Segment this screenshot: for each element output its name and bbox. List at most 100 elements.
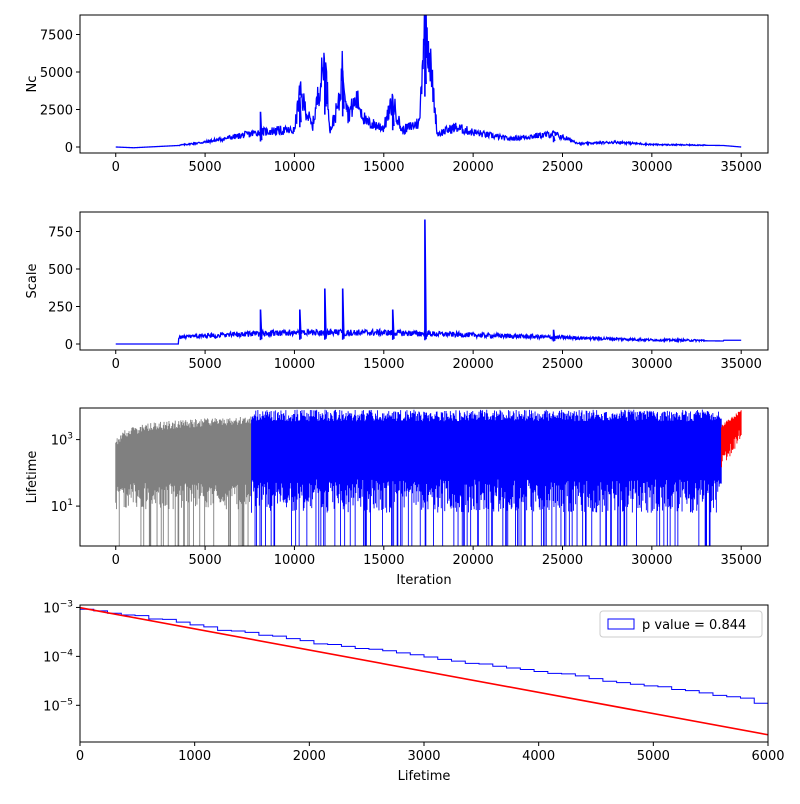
y-tick-label: 2500 [40,104,73,119]
y-tick-label: 750 [48,226,73,241]
tick-exponent: 3 [67,432,73,442]
histogram-bin [163,619,177,742]
y-tick-label: 500 [48,263,73,278]
histogram-bin [548,673,562,742]
x-tick-label: 10000 [274,160,315,175]
histogram-bin [424,657,438,742]
series-peak [341,288,345,340]
histogram-bin [273,636,287,742]
series-peak [259,111,263,142]
histogram-bin [121,615,135,742]
plot-area-4 [80,606,800,742]
tick-base: 10 [43,601,60,616]
plot-area-2 [115,219,742,345]
tick-exponent: −3 [60,599,73,609]
series-peak [324,65,327,115]
x-tick-label: 35000 [721,553,762,568]
legend-box [599,610,763,638]
fit-line [80,606,768,736]
x-tick-label: 30000 [631,553,672,568]
histogram-bin [672,690,686,742]
x-tick-label: 25000 [542,553,583,568]
x-tick-label: 6000 [751,749,784,764]
x-tick-label: 3000 [407,749,440,764]
y-tick-label: 0 [65,141,73,156]
histogram-bin [452,661,466,742]
histogram-bin [589,679,603,742]
series-peak [552,329,556,342]
legend: p value = 0.844 [599,610,763,638]
histogram-bin [218,630,232,742]
tick-base: 10 [51,434,68,449]
plot-area-3 [115,409,742,546]
x-axis-label: Lifetime [398,769,451,784]
histogram-bin [575,676,589,742]
histogram-bin [300,641,314,742]
y-tick-label: 10−4 [43,648,73,665]
tick-exponent: −4 [60,648,74,658]
series-peak [552,135,556,143]
subplot-3: 0 5000 10000 15000 20000 25000 30000 3500010110… [25,407,769,588]
tick-base: 10 [43,650,60,665]
x-tick-label: 20000 [452,357,493,372]
series-peak [299,309,302,340]
y-tick-label: 101 [51,498,73,515]
y-axis-label: Lifetime [25,451,40,504]
x-tick-label: 15000 [363,160,404,175]
subplot-1: 0 5000 10000 15000 20000 25000 30000 35000 0 2500… [25,14,769,175]
y-axis-label: Nc [25,76,40,93]
legend-label: p value = 0.844 [642,618,746,633]
x-tick-label: 4000 [522,749,555,764]
y-tick-label: 7500 [40,29,73,44]
x-tick-label: 10000 [274,553,315,568]
series-peak [299,97,302,128]
series-peak [341,70,345,117]
histogram-bin [286,639,300,742]
series-line [115,15,742,149]
histogram-bin [341,646,355,742]
subplot-4: 0 1000 2000 3000 4000 5000 600010−510−410−3Lif… [43,599,800,784]
histogram-bin [328,644,342,742]
series-peak [424,20,427,97]
x-tick-label: 0 [112,553,120,568]
histogram-bin [768,701,782,742]
histogram-steps [80,608,768,742]
x-tick-label: 2000 [293,749,326,764]
y-tick-label: 10−5 [43,697,73,714]
histogram-bin [727,697,741,742]
series-peak [424,219,427,341]
histogram-bin [176,622,190,742]
y-tick-label: 250 [48,301,73,316]
histogram-bin [617,683,631,742]
x-tick-label: 0 [112,357,120,372]
histogram-bin [685,691,699,742]
tick-base: 10 [51,500,68,515]
x-tick-label: 10000 [274,357,315,372]
histogram-bin [562,674,576,742]
histogram-bin [796,708,800,742]
x-tick-label: 20000 [452,553,493,568]
histogram-bin [259,635,273,742]
histogram-bin [108,613,122,742]
x-tick-label: 5000 [637,749,670,764]
histogram-bin [507,668,521,742]
axes-frame [79,604,769,743]
x-tick-label: 35000 [721,160,762,175]
x-tick-label: 5000 [189,357,222,372]
axes-frame [79,407,769,547]
x-tick-label: 0 [76,749,84,764]
plot-area-1 [115,15,742,149]
y-tick-label: 0 [65,338,73,353]
series-trace-1 [115,416,252,546]
x-axis-label: Iteration [396,573,451,588]
histogram-bin [782,706,796,742]
y-axis-label: Scale [25,264,40,299]
x-tick-label: 25000 [542,357,583,372]
histogram-bin [699,693,713,742]
y-tick-label: 103 [51,432,73,449]
subplot-2: 0 5000 10000 15000 20000 25000 30000 35000 0 250 5… [25,211,769,372]
tick-base: 10 [43,699,60,714]
axes-frame [79,211,769,351]
x-tick-label: 15000 [363,553,404,568]
